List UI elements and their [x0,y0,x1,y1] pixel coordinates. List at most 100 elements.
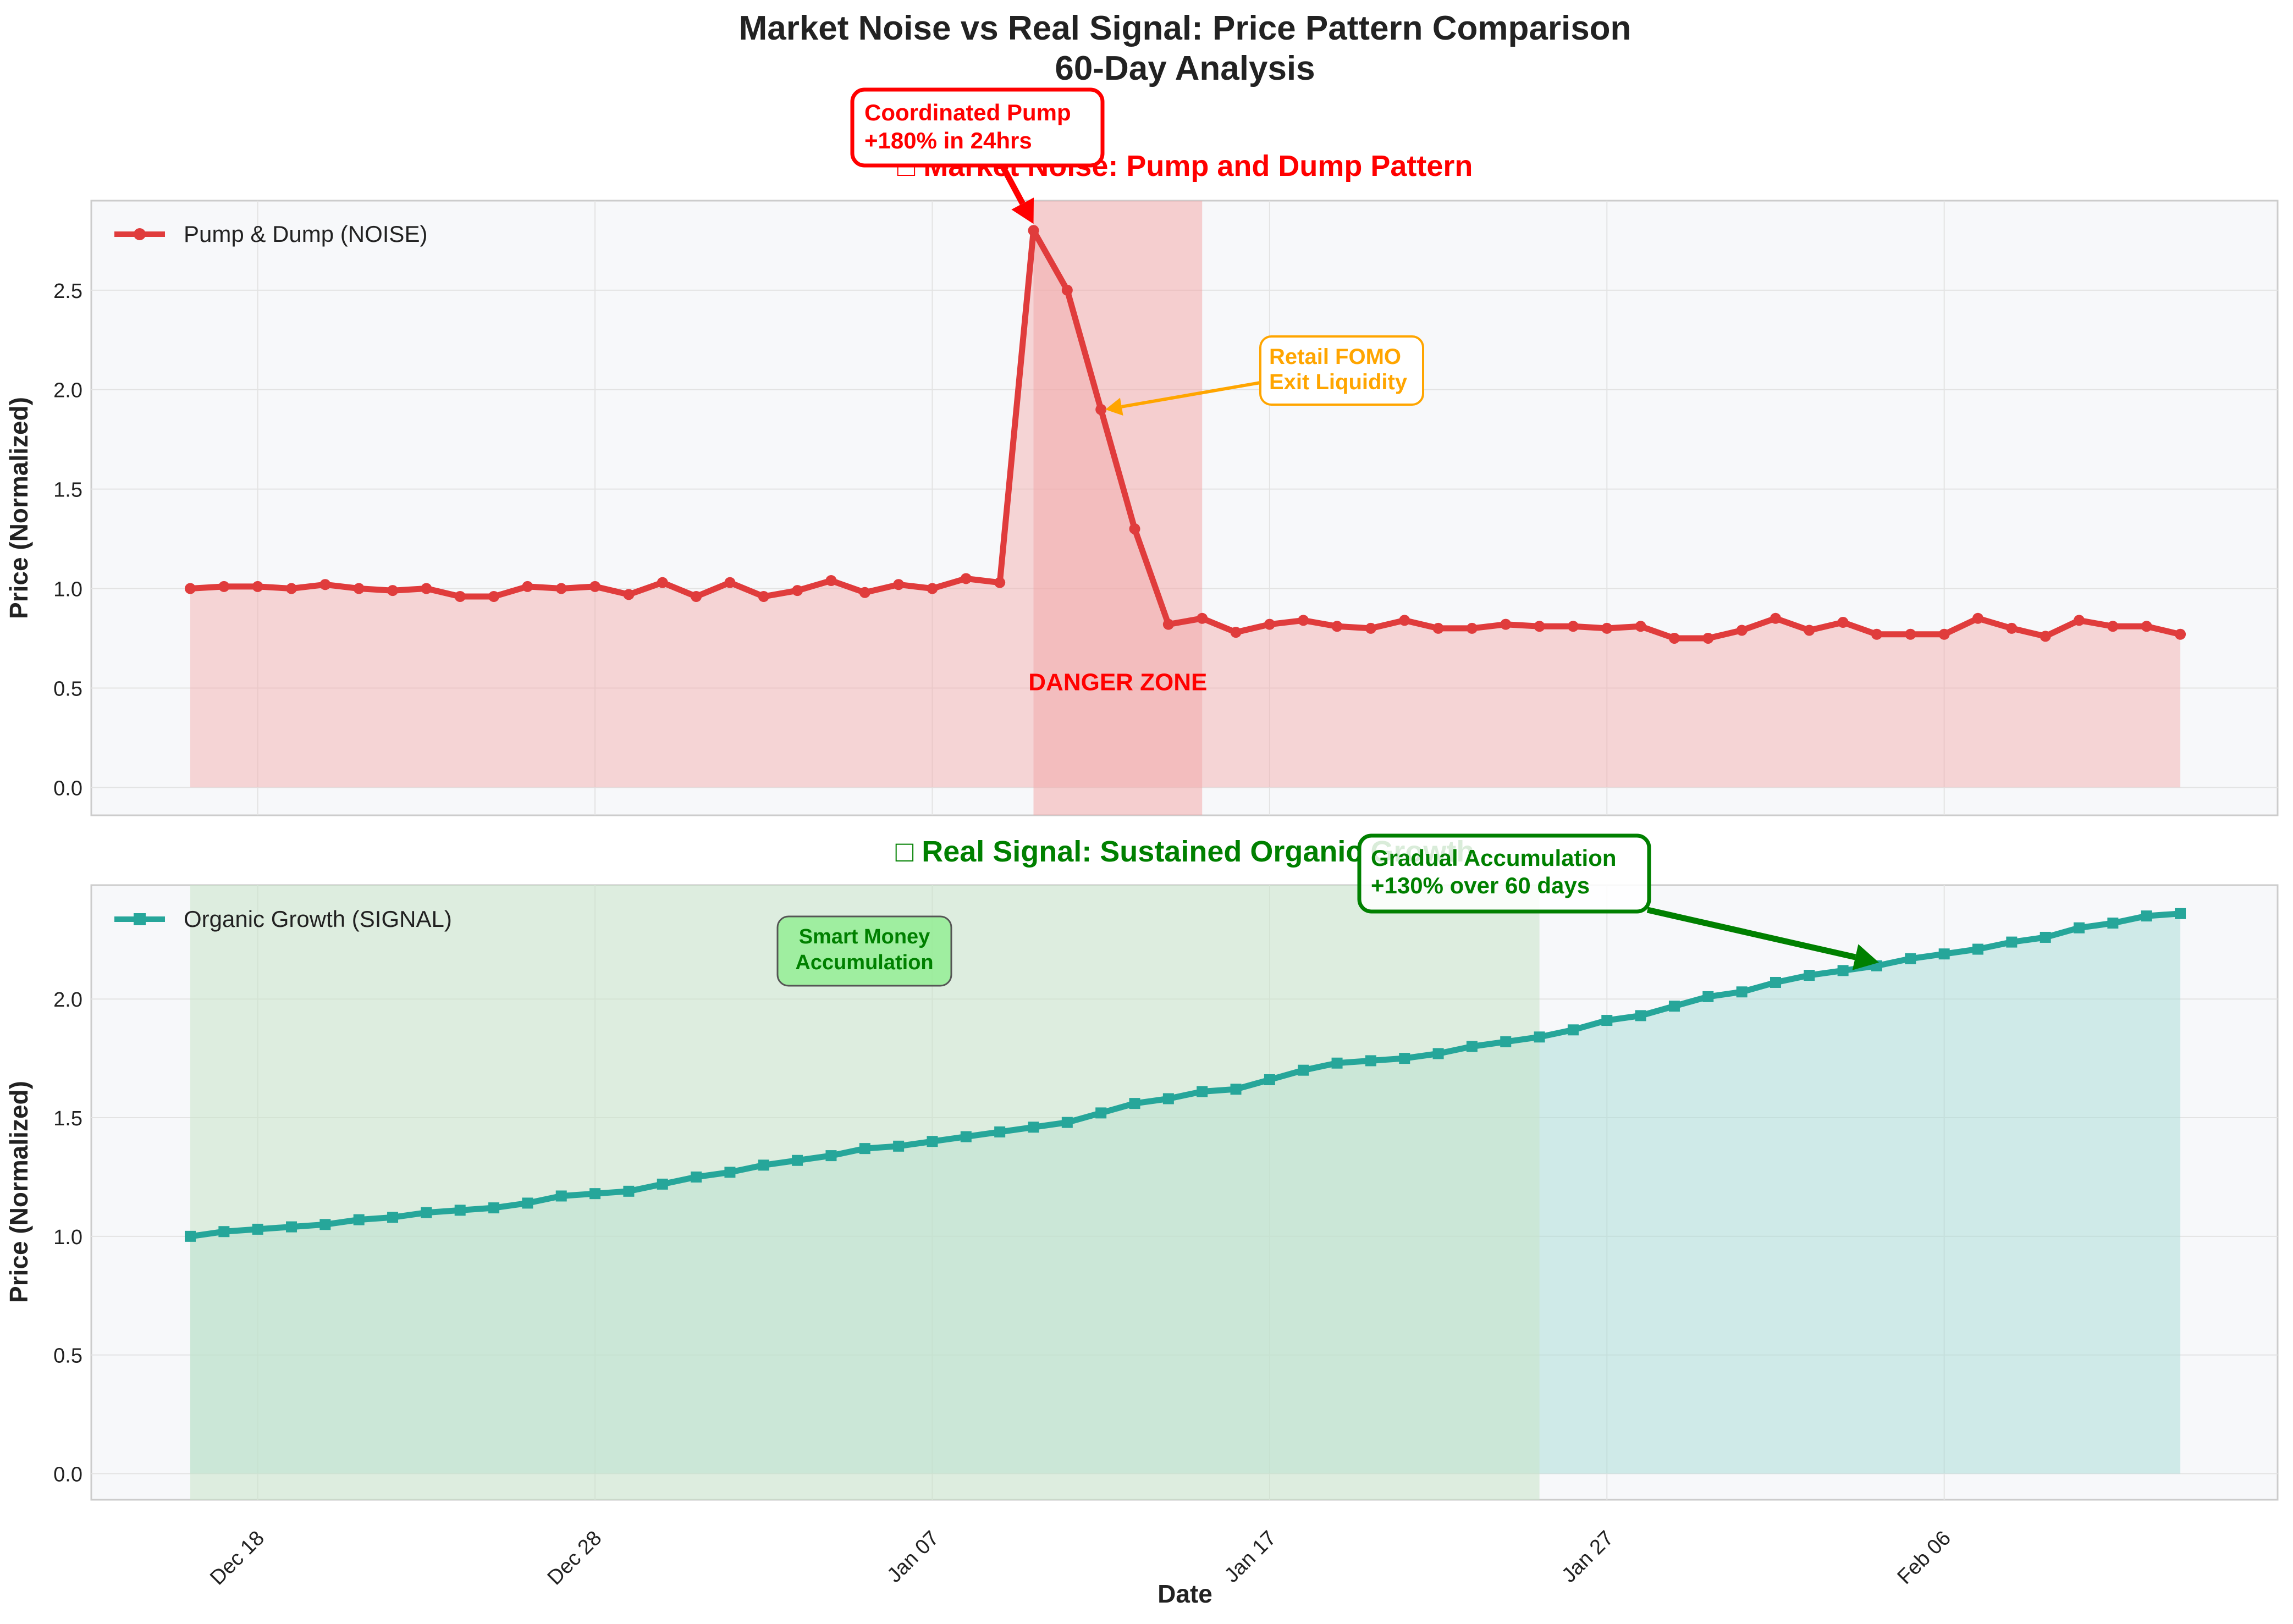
noise-legend-marker [134,228,146,240]
fomo-annotation-box [1259,335,1424,406]
data-point [758,1159,769,1171]
data-point [1197,612,1208,624]
data-point [758,591,769,603]
accumulation-arrow [1646,907,1856,960]
data-point [589,1188,601,1200]
data-point [1567,621,1579,632]
fomo-annotation-line2: Exit Liquidity [1269,370,1408,394]
data-point [2006,936,2018,948]
data-point [454,591,466,603]
noise-series-markers [185,225,2186,644]
data-point [1230,627,1242,638]
data-point [1837,617,1849,628]
data-point [488,1202,500,1214]
data-point [1298,1064,1309,1076]
data-point [1534,1031,1545,1043]
data-point [1770,612,1781,624]
data-point [893,1140,905,1152]
data-point [1095,404,1107,415]
signal-series-line [187,910,2184,1240]
data-point [1938,628,1950,640]
data-point [353,583,365,594]
data-point [353,1214,365,1225]
data-point [1905,628,1916,640]
danger-zone-band [1033,201,1203,815]
y-tick-label: 0.0 [53,1463,82,1487]
noise-y-ticks: 0.0 0.5 1.0 1.5 2.0 2.5 [53,280,82,800]
data-point [657,577,668,588]
data-point [960,1131,972,1142]
data-point [1837,965,1849,976]
noise-series-line [187,227,2184,642]
data-point [2006,622,2018,634]
data-point [1972,612,1984,624]
y-tick-label: 1.0 [53,578,82,601]
data-point [1736,986,1748,998]
data-point [792,1155,803,1166]
data-point [252,1223,263,1235]
signal-legend: Organic Growth (SIGNAL) [114,906,452,932]
data-point [657,1178,668,1190]
noise-y-axis-label: Price (Normalized) [4,397,33,619]
data-point [1702,632,1714,644]
data-point [522,581,533,592]
data-point [1736,625,1748,636]
data-point [1061,284,1073,296]
fomo-arrow-head [1105,397,1123,416]
accumulation-annotation-line2: +130% over 60 days [1371,872,1590,898]
signal-y-ticks: 0.0 0.5 1.0 1.5 2.0 [53,988,82,1486]
data-point [1365,1055,1376,1067]
data-point [1028,225,1039,236]
data-point [185,583,196,594]
pump-annotation-box [850,87,1105,168]
data-point [2107,918,2119,929]
noise-area-fill [190,230,2181,788]
data-point [825,575,837,587]
data-point [1466,622,1478,634]
data-point [1702,991,1714,1002]
data-point [1230,1084,1242,1095]
data-point [623,1185,635,1197]
data-point [893,579,905,590]
data-point [2040,631,2051,642]
pump-arrow [999,163,1026,205]
data-point [1365,622,1376,634]
data-point [2141,621,2152,632]
accumulation-annotation-line1: Gradual Accumulation [1371,845,1617,871]
pump-arrow-head [1011,197,1034,224]
data-point [994,577,1006,588]
data-point [555,1190,567,1202]
data-point [1197,1086,1208,1097]
data-point [2040,931,2051,943]
noise-legend-label: Pump & Dump (NOISE) [184,221,427,247]
data-point [859,587,870,598]
fomo-annotation: Retail FOMO Exit Liquidity [1105,335,1424,416]
signal-legend-marker [134,913,146,925]
data-point [218,581,230,592]
noise-legend: Pump & Dump (NOISE) [114,221,427,247]
data-point [691,591,702,603]
data-point [1938,948,1950,960]
data-point [1162,1093,1174,1104]
data-point [927,1136,938,1147]
data-point [1162,618,1174,630]
data-point [1668,632,1680,644]
y-tick-label: 1.0 [53,1226,82,1249]
y-tick-label: 1.5 [53,479,82,502]
data-point [1972,943,1984,955]
data-point [387,1212,399,1223]
data-point [1264,1074,1275,1085]
y-tick-label: 0.5 [53,1345,82,1368]
fomo-annotation-line1: Retail FOMO [1269,345,1401,369]
data-point [724,577,736,588]
data-point [724,1167,736,1178]
data-point [1298,615,1309,626]
data-point [185,1230,196,1242]
data-point [1399,1053,1410,1064]
y-tick-label: 0.0 [53,777,82,800]
signal-legend-label: Organic Growth (SIGNAL) [184,906,452,932]
accumulation-zone-band [190,885,1540,1500]
data-point [1399,615,1410,626]
y-tick-label: 0.5 [53,677,82,700]
data-point [1770,976,1781,988]
